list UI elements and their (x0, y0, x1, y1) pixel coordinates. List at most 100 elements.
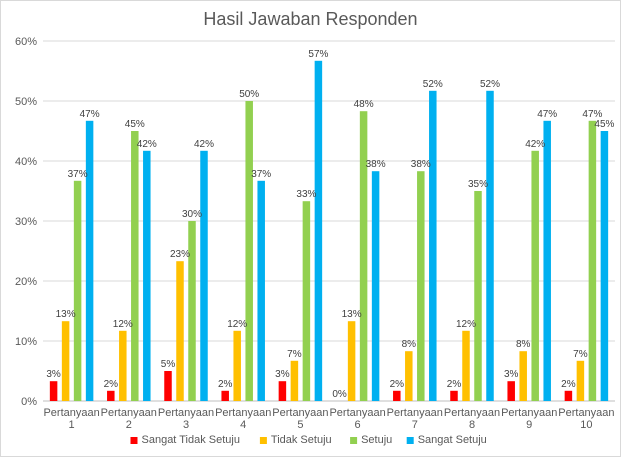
x-tick-label: 7 (412, 419, 418, 431)
bar (393, 390, 401, 401)
data-label: 48% (354, 99, 374, 110)
y-tick-label: 20% (15, 276, 37, 288)
data-label: 2% (561, 379, 576, 390)
y-axis: 0% 10% 20% 30% 40% 50% 60% (15, 36, 37, 408)
bar (164, 371, 172, 401)
bar (450, 390, 458, 401)
bar (519, 351, 527, 401)
chart-title: Hasil Jawaban Responden (203, 9, 418, 29)
bar (314, 60, 323, 402)
legend-swatch (406, 437, 414, 444)
legend-label: Setuju (361, 434, 392, 446)
x-tick-label: Pertanyaan (444, 407, 500, 419)
data-label: 12% (456, 319, 476, 330)
data-label: 23% (170, 249, 190, 260)
bar (531, 150, 539, 401)
data-label: 5% (161, 359, 176, 370)
bar (131, 131, 139, 401)
bar (588, 120, 597, 402)
bar (85, 120, 94, 402)
x-tick-label: 10 (580, 419, 592, 431)
data-label: 42% (194, 139, 214, 150)
data-label: 7% (287, 349, 302, 360)
bars (49, 60, 609, 402)
bar (73, 180, 82, 401)
bar (486, 90, 494, 402)
data-label: 50% (239, 89, 259, 100)
bar (200, 150, 208, 401)
y-tick-label: 60% (15, 36, 37, 48)
data-label: 47% (537, 109, 557, 120)
x-tick-label: 4 (240, 419, 246, 431)
bar (119, 330, 127, 401)
bar (107, 390, 115, 401)
data-label: 42% (137, 139, 157, 150)
x-tick-label: Pertanyaan (158, 407, 214, 419)
data-label: 33% (296, 189, 316, 200)
data-label: 2% (390, 379, 405, 390)
bar (347, 321, 356, 401)
data-label: 38% (366, 159, 386, 170)
bar (233, 330, 241, 401)
x-tick-label: 3 (183, 419, 189, 431)
y-tick-label: 10% (15, 336, 37, 348)
data-label: 2% (218, 379, 233, 390)
bar (278, 381, 287, 401)
legend-label: Tidak Setuju (271, 434, 332, 446)
data-label: 8% (516, 339, 531, 350)
data-label: 2% (104, 379, 119, 390)
data-label: 13% (56, 309, 76, 320)
data-label: 47% (582, 109, 602, 120)
bar (61, 321, 70, 401)
x-tick-label: Pertanyaan (501, 407, 557, 419)
bar (600, 131, 609, 401)
legend-label: Sangat Setuju (418, 434, 487, 446)
bar (474, 191, 482, 401)
legend-label: Sangat Tidak Setuju (142, 434, 240, 446)
x-tick-label: 6 (355, 419, 361, 431)
data-labels: 3% 2% 5% 2% 3% 0% 2% 2% 3% 2% 13% 12% 23% 12% 7% 13% 8% 1… (46, 49, 614, 400)
bar (359, 111, 368, 401)
data-label: 45% (594, 119, 614, 130)
bar (576, 360, 585, 401)
x-tick-label: Pertanyaan (272, 407, 328, 419)
data-label: 3% (504, 369, 519, 380)
data-label: 3% (46, 369, 61, 380)
data-label: 30% (182, 209, 202, 220)
bar (507, 381, 515, 401)
data-label: 37% (251, 169, 271, 180)
y-tick-label: 0% (21, 396, 37, 408)
x-axis: Pertanyaan1Pertanyaan2Pertanyaan3Pertany… (43, 407, 614, 431)
data-label: 52% (423, 79, 443, 90)
data-label: 13% (342, 309, 362, 320)
x-tick-label: 1 (69, 419, 75, 431)
bar (429, 90, 437, 402)
x-tick-label: Pertanyaan (43, 407, 99, 419)
x-tick-label: Pertanyaan (558, 407, 614, 419)
data-label: 37% (68, 169, 88, 180)
data-label: 38% (411, 159, 431, 170)
data-label: 35% (468, 179, 488, 190)
bar (564, 390, 573, 401)
y-tick-label: 30% (15, 216, 37, 228)
legend-swatch (350, 437, 358, 444)
data-label: 57% (308, 49, 328, 60)
bar (462, 330, 470, 401)
x-tick-label: Pertanyaan (387, 407, 443, 419)
data-label: 42% (525, 139, 545, 150)
bar (245, 101, 253, 401)
data-label: 8% (402, 339, 417, 350)
data-label: 52% (480, 79, 500, 90)
bar (543, 120, 551, 402)
x-tick-label: 5 (297, 419, 303, 431)
legend: Sangat Tidak Setuju Tidak Setuju Setuju San… (130, 434, 487, 446)
data-label: 45% (125, 119, 145, 130)
data-label: 3% (275, 369, 290, 380)
bar (221, 390, 229, 401)
x-tick-label: 2 (126, 419, 132, 431)
bar (257, 180, 265, 401)
bar (188, 221, 196, 401)
x-tick-label: Pertanyaan (215, 407, 271, 419)
